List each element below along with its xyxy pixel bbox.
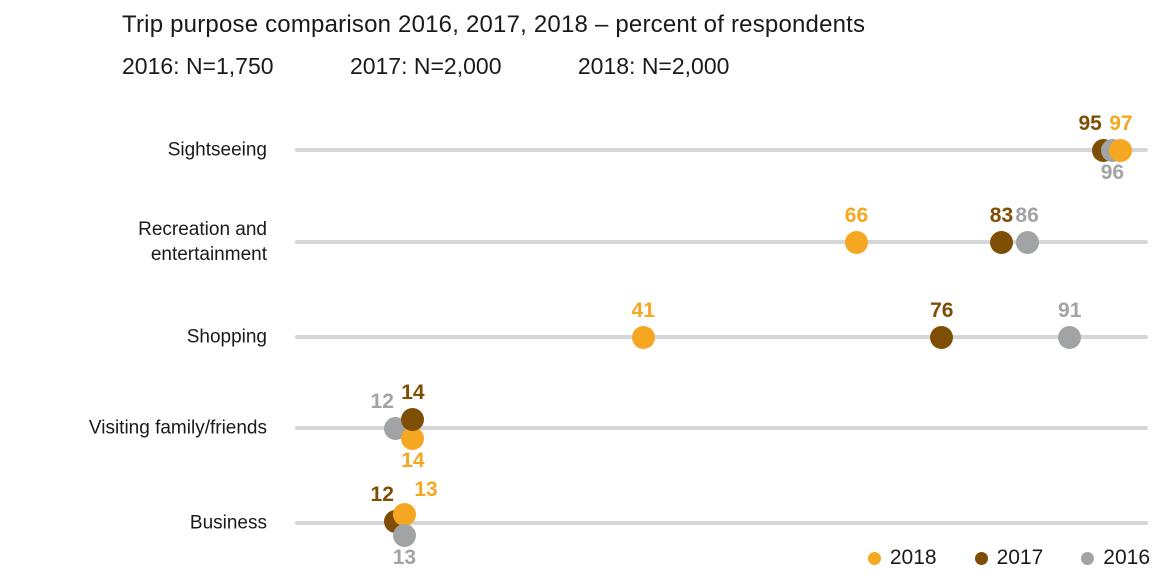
sample-size-2017: 2017: N=2,000 — [349, 53, 502, 79]
category-label-line: Business — [189, 512, 267, 534]
legend-item-2017: 2017 — [974, 546, 1044, 570]
sample-size-2016: 2016: N=1,750 — [122, 53, 274, 79]
category-axis-line — [295, 521, 1148, 525]
data-point-dot-2016 — [1015, 230, 1039, 254]
legend-label: 2017 — [996, 546, 1044, 569]
category-axis-line — [295, 335, 1148, 339]
category-axis-line — [295, 240, 1148, 244]
value-label: 41 — [631, 299, 655, 322]
value-label: 12 — [370, 483, 394, 506]
value-label: 14 — [401, 381, 425, 404]
value-label: 13 — [414, 478, 438, 501]
category-label-line: Recreation and — [138, 219, 267, 240]
data-point-dot-2016 — [392, 523, 416, 547]
data-point-dot-2018 — [844, 230, 868, 254]
value-label: 91 — [1058, 299, 1082, 322]
value-label: 66 — [844, 204, 869, 227]
category-label-line: Visiting family/friends — [88, 417, 267, 439]
legend: 2018 2017 2016 — [867, 546, 1150, 570]
category-label: Shopping — [187, 325, 267, 350]
legend-color-dot — [974, 551, 988, 565]
data-point-dot-2017 — [930, 325, 954, 349]
value-label: 12 — [370, 390, 394, 413]
data-point-dot-2018 — [392, 502, 416, 526]
category-label: Sightseeing — [168, 138, 267, 163]
data-point-dot-2018 — [1109, 138, 1133, 162]
value-label: 83 — [989, 204, 1014, 227]
sample-size-2018: 2018: N=2,000 — [577, 53, 730, 79]
legend-label: 2016 — [1103, 546, 1150, 569]
value-label: 97 — [1109, 112, 1133, 135]
legend-item-2018: 2018 — [867, 546, 937, 570]
category-label: Business — [190, 511, 267, 536]
category-axis-line — [295, 426, 1148, 430]
value-label: 13 — [392, 546, 417, 569]
value-label: 96 — [1100, 161, 1125, 184]
data-point-dot-2016 — [1058, 325, 1082, 349]
category-label-line: Shopping — [186, 326, 267, 348]
legend-color-dot — [1081, 551, 1095, 565]
legend-item-2016: 2016 — [1081, 546, 1150, 570]
data-point-dot-2018 — [401, 426, 425, 450]
data-point-dot-2017 — [989, 230, 1013, 254]
category-label-line: Sightseeing — [167, 139, 267, 161]
value-label: 86 — [1015, 204, 1039, 227]
value-label: 76 — [930, 299, 954, 322]
legend-label: 2018 — [889, 546, 937, 569]
chart-title: Trip purpose comparison 2016, 2017, 2018… — [122, 11, 866, 38]
value-label: 14 — [401, 449, 425, 472]
category-label-line: entertainment — [150, 244, 267, 265]
value-label: 95 — [1078, 112, 1102, 135]
category-label: Visiting family/friends — [89, 416, 267, 441]
data-point-dot-2017 — [401, 407, 425, 431]
category-axis-line — [295, 148, 1148, 152]
data-point-dot-2018 — [631, 325, 655, 349]
sample-size-note: 2016: N=1,750 2017: N=2,000 2018: N=2,00… — [122, 53, 799, 80]
category-label: Recreation and entertainment — [138, 217, 267, 267]
legend-color-dot — [867, 551, 881, 565]
